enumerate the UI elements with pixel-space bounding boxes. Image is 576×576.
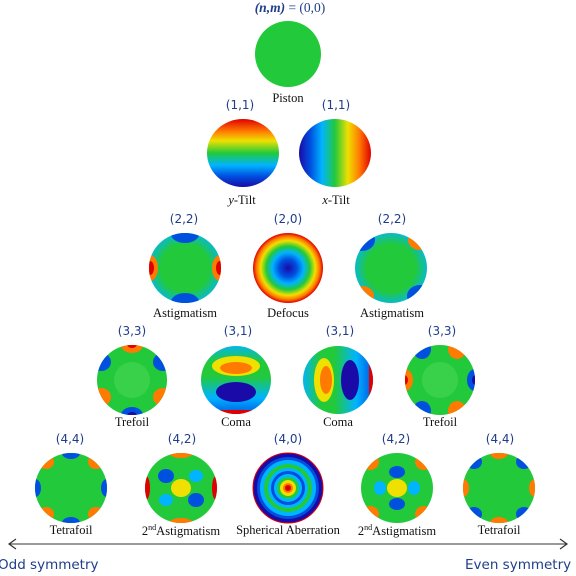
term-index: (3,1) xyxy=(325,324,355,338)
term-label: Tetrafoil xyxy=(477,523,521,537)
zernike-disk-spherical-aberration xyxy=(252,452,324,524)
term-label: Trefoil xyxy=(422,415,458,429)
even-symmetry-label: Even symmetry xyxy=(465,557,572,573)
term-index: (4,0) xyxy=(273,432,303,446)
zernike-disk-trefoil-right xyxy=(405,345,475,415)
term-label: Trefoil xyxy=(114,415,150,429)
term-label: Astigmatism xyxy=(153,306,217,320)
term-index: (3,3) xyxy=(117,324,147,338)
zernike-disk-piston xyxy=(255,21,321,87)
zernike-disk-2nd-astigmatism-left xyxy=(145,453,217,523)
term-index: (1,1) xyxy=(225,98,255,112)
term-label: 2ndAstigmatism xyxy=(141,523,221,539)
odd-symmetry-label: Odd symmetry xyxy=(0,557,99,573)
term-index: (3,1) xyxy=(223,324,253,338)
term-label: Spherical Aberration xyxy=(236,523,340,537)
pyramid-title: (n,m) = (0,0) xyxy=(254,0,326,15)
term-index: (4,4) xyxy=(55,432,85,446)
zernike-disk-2nd-astigmatism-right xyxy=(361,453,433,523)
zernike-disk-x-tilt xyxy=(299,119,371,187)
zernike-disk-astigmatism-right xyxy=(355,233,427,303)
term-label: Tetrafoil xyxy=(49,523,93,537)
term-label-y-tilt: y-Tilt xyxy=(228,193,256,207)
term-label: Coma xyxy=(221,415,251,429)
zernike-disk-coma-horizontal xyxy=(303,346,373,414)
term-index: (4,2) xyxy=(167,432,197,446)
term-label: Defocus xyxy=(267,306,309,320)
zernike-disk-astigmatism-left xyxy=(149,233,221,303)
zernike-disk-defocus xyxy=(253,233,323,303)
zernike-disk-coma-vertical xyxy=(201,346,271,414)
term-index: (1,1) xyxy=(321,98,351,112)
zernike-disk-y-tilt xyxy=(207,119,279,187)
term-label: 2ndAstigmatism xyxy=(357,523,437,539)
zernike-disk-tetrafoil-right xyxy=(463,453,535,523)
term-index: (4,4) xyxy=(485,432,515,446)
symmetry-arrow xyxy=(7,538,569,550)
term-label-piston: Piston xyxy=(272,91,304,105)
term-index: (2,2) xyxy=(169,212,199,226)
zernike-disk-tetrafoil-left xyxy=(35,453,107,523)
term-index: (3,3) xyxy=(427,324,457,338)
zernike-disk-trefoil-left xyxy=(97,345,167,415)
term-label: Coma xyxy=(323,415,353,429)
term-label-x-tilt: x-Tilt xyxy=(322,193,350,207)
term-index: (2,2) xyxy=(377,212,407,226)
term-index: (4,2) xyxy=(381,432,411,446)
term-index: (2,0) xyxy=(273,212,303,226)
term-label: Astigmatism xyxy=(360,306,424,320)
